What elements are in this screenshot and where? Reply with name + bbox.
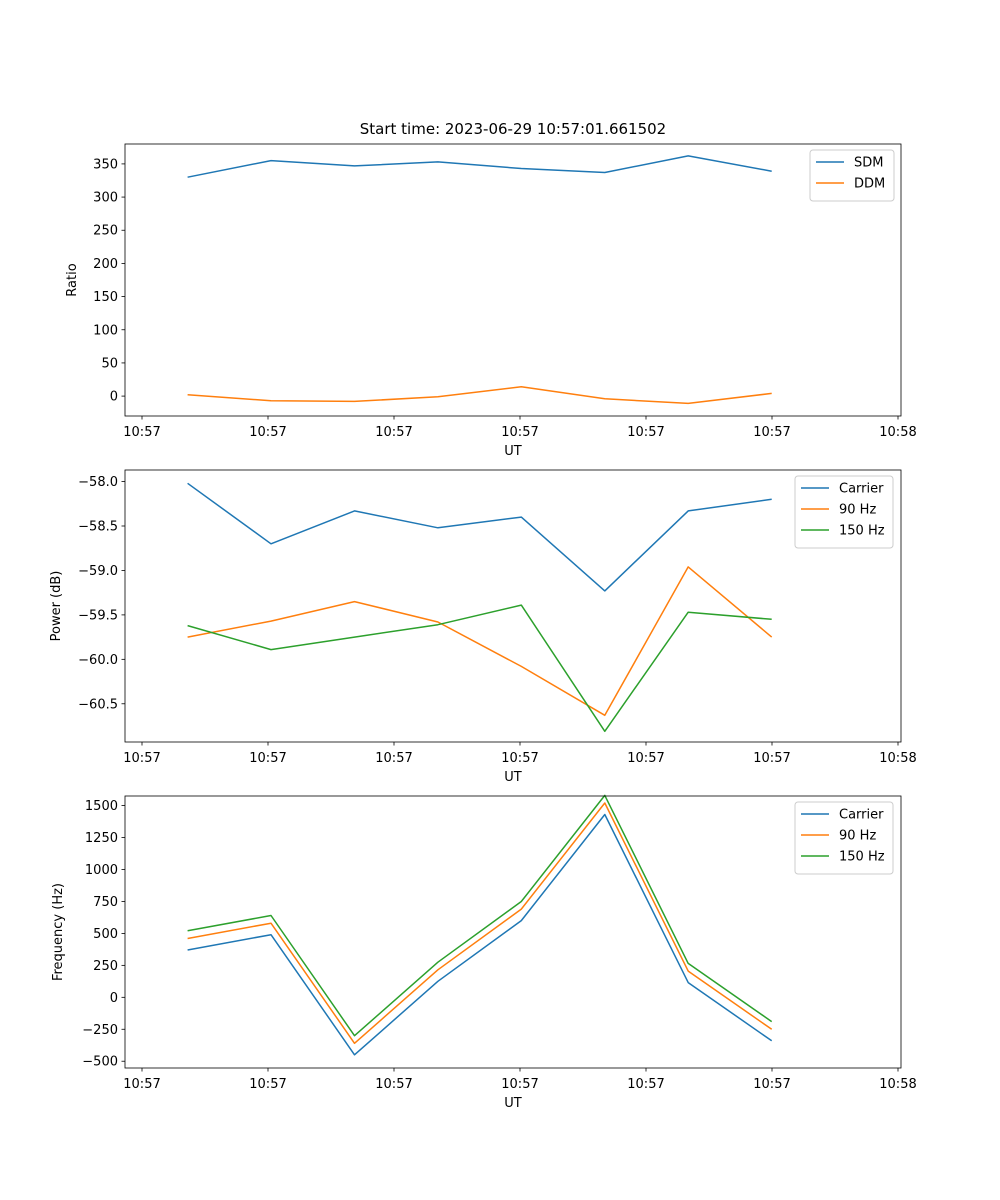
y-tick-label: 300 <box>93 191 118 206</box>
legend-label: Carrier <box>839 808 884 823</box>
plot-frame <box>124 143 902 417</box>
y-tick-label: 250 <box>93 959 118 974</box>
figure-title: Start time: 2023-06-29 10:57:01.661502 <box>359 120 667 138</box>
y-tick-label: 0 <box>110 390 118 405</box>
series-line-2-2 <box>187 566 773 717</box>
y-tick-label: −59.5 <box>78 608 118 623</box>
series-line-3-2 <box>187 802 773 1045</box>
x-tick-label: 10:57 <box>375 425 412 440</box>
y-tick-label: 50 <box>101 356 118 371</box>
x-tick-label: 10:57 <box>375 751 412 766</box>
legend-label: 90 Hz <box>839 829 876 844</box>
y-axis-label: Ratio <box>65 263 80 296</box>
y-tick-label: 100 <box>93 323 118 338</box>
x-tick-label: 10:57 <box>249 751 286 766</box>
series-line-2-3 <box>187 604 772 733</box>
x-tick-label: 10:58 <box>879 425 916 440</box>
x-tick-label: 10:57 <box>501 751 538 766</box>
y-tick-label: −58.0 <box>78 475 118 490</box>
legend-label: 150 Hz <box>839 524 885 539</box>
series-line-1-1 <box>187 155 772 178</box>
y-tick-label: 750 <box>93 895 118 910</box>
series-line-1-2 <box>187 386 772 405</box>
x-tick-label: 10:57 <box>753 1077 790 1092</box>
chart-panel-1: 10:57 10:57 10:57 10:57 10:57 10:57 10:58 0 50 10… <box>65 143 917 459</box>
y-tick-label: 250 <box>93 224 118 239</box>
y-tick-label: −60.5 <box>78 697 118 712</box>
y-tick-label: −60.0 <box>78 653 118 668</box>
series-line-2-1 <box>187 482 772 592</box>
x-tick-label: 10:57 <box>375 1077 412 1092</box>
x-tick-label: 10:57 <box>627 1077 664 1092</box>
x-tick-label: 10:57 <box>501 425 538 440</box>
legend-label: 150 Hz <box>839 850 885 865</box>
chart-panel-3: 10:57 10:57 10:57 10:57 10:57 10:57 10:58 −500 −… <box>51 794 917 1111</box>
y-axis-label: Power (dB) <box>49 571 64 642</box>
y-tick-label: −250 <box>82 1023 118 1038</box>
x-tick-label: 10:57 <box>249 1077 286 1092</box>
x-tick-label: 10:57 <box>123 425 160 440</box>
x-tick-label: 10:57 <box>123 1077 160 1092</box>
y-tick-label: 1250 <box>85 831 118 846</box>
x-tick-label: 10:57 <box>753 751 790 766</box>
y-tick-label: −58.5 <box>78 520 118 535</box>
y-tick-label: 1000 <box>85 863 118 878</box>
x-tick-label: 10:57 <box>123 751 160 766</box>
y-tick-label: 0 <box>110 991 118 1006</box>
y-tick-label: 350 <box>93 157 118 172</box>
x-axis-label: UT <box>504 770 522 785</box>
y-tick-label: −59.0 <box>78 564 118 579</box>
x-axis-label: UT <box>504 444 522 459</box>
x-tick-label: 10:57 <box>249 425 286 440</box>
x-tick-label: 10:57 <box>627 425 664 440</box>
series-line-3-3 <box>187 794 773 1037</box>
y-tick-label: −500 <box>82 1055 118 1070</box>
legend-label: DDM <box>854 177 885 192</box>
y-tick-label: 500 <box>93 927 118 942</box>
plot-frame <box>124 469 902 743</box>
plot-frame <box>124 795 902 1069</box>
legend-label: SDM <box>854 156 883 171</box>
series-line-3-1 <box>187 813 773 1056</box>
legend-label: 90 Hz <box>839 503 876 518</box>
chart-panel-2: 10:57 10:57 10:57 10:57 10:57 10:57 10:58 −60.5… <box>49 469 917 785</box>
y-axis-label: Frequency (Hz) <box>51 883 66 981</box>
x-axis-label: UT <box>504 1096 522 1111</box>
y-tick-label: 200 <box>93 257 118 272</box>
x-tick-label: 10:57 <box>753 425 790 440</box>
x-tick-label: 10:58 <box>879 751 916 766</box>
x-tick-label: 10:57 <box>501 1077 538 1092</box>
x-tick-label: 10:57 <box>627 751 664 766</box>
x-tick-label: 10:58 <box>879 1077 916 1092</box>
y-tick-label: 150 <box>93 290 118 305</box>
legend-label: Carrier <box>839 482 884 497</box>
y-tick-label: 1500 <box>85 799 118 814</box>
